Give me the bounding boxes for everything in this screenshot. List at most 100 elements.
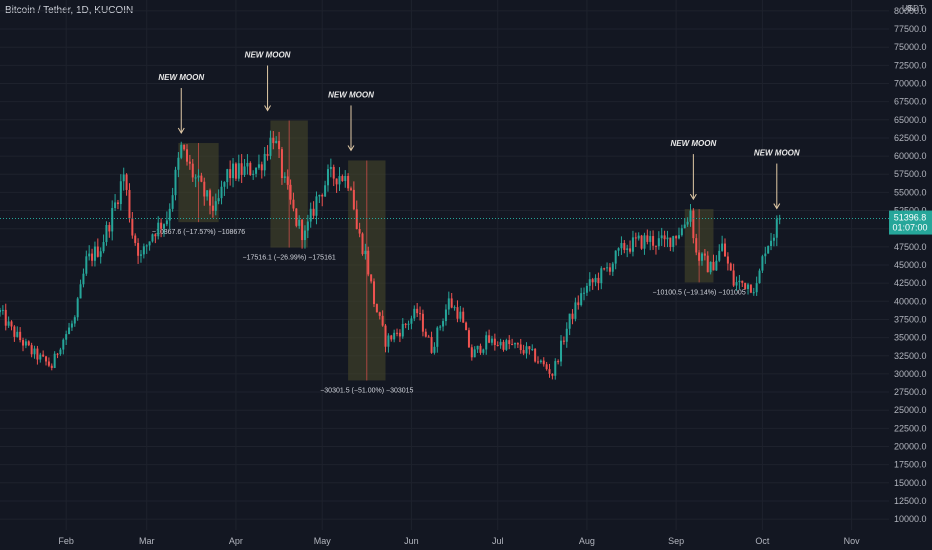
candle-body	[62, 339, 65, 350]
price-tick-label: 65000.0	[894, 115, 927, 125]
candle-body	[280, 149, 283, 178]
candle-body	[211, 205, 214, 211]
moon-arrow-head	[347, 145, 355, 152]
candle-body	[142, 246, 145, 255]
candle-body	[465, 322, 468, 331]
candle-body	[272, 137, 275, 144]
candle-body	[358, 228, 361, 234]
candle-body	[775, 219, 778, 238]
candle-body	[194, 177, 197, 179]
time-tick-label: Nov	[844, 536, 861, 546]
candle-body	[608, 267, 611, 272]
candle-body	[698, 252, 701, 261]
candle-body	[712, 261, 715, 271]
candle-body	[447, 298, 450, 310]
drawdown-label: −17516.1 (−26.99%) −175161	[243, 255, 336, 262]
candle-body	[381, 315, 384, 326]
moon-label: NEW MOON	[245, 51, 291, 60]
price-tick-label: 27500.0	[894, 387, 927, 397]
candle-body	[246, 162, 249, 167]
candle-body	[597, 277, 600, 284]
candle-body	[513, 343, 516, 345]
candle-body	[721, 243, 724, 251]
candle-body	[13, 326, 16, 337]
price-unit: USDT	[902, 4, 924, 13]
candle-body	[105, 225, 108, 243]
price-tick-label: 22500.0	[894, 423, 927, 433]
candle-body	[180, 144, 183, 158]
candle-body	[243, 166, 246, 175]
time-axis[interactable]: Feb Mar Apr May Jun Jul Aug Sep Oct Nov	[58, 536, 860, 546]
candle-body	[240, 163, 243, 175]
candle-body	[329, 166, 332, 170]
candle-body	[488, 335, 491, 343]
candle-body	[770, 240, 773, 246]
candle-body	[361, 233, 364, 255]
candle-body	[724, 243, 727, 257]
candle-body	[390, 335, 393, 340]
candle-body	[508, 340, 511, 345]
candle-body	[467, 330, 470, 348]
candle-body	[56, 353, 59, 355]
price-tick-label: 75000.0	[894, 42, 927, 52]
candle-body	[761, 256, 764, 271]
candle-body	[260, 164, 263, 171]
candle-body	[79, 284, 82, 299]
price-tick-label: 52500.0	[894, 206, 927, 216]
candle-body	[436, 327, 439, 347]
candle-body	[148, 241, 151, 246]
candle-body	[611, 263, 614, 272]
candle-body	[767, 245, 770, 254]
candle-body	[50, 365, 53, 368]
candle-body	[640, 235, 643, 249]
candle-body	[315, 196, 318, 216]
price-tick-label: 40000.0	[894, 296, 927, 306]
candle-body	[623, 243, 626, 250]
candle-body	[614, 250, 617, 264]
candle-body	[631, 237, 634, 252]
candle-body	[42, 354, 45, 357]
candle-body	[490, 338, 493, 343]
candle-body	[335, 178, 338, 185]
candle-body	[758, 270, 761, 284]
candle-body	[68, 327, 71, 335]
candle-body	[511, 344, 514, 346]
candle-body	[99, 251, 102, 257]
time-tick-label: Jun	[404, 536, 419, 546]
candle-body	[1, 309, 4, 311]
candle-body	[36, 348, 39, 360]
candle-body	[30, 345, 33, 355]
candle-body	[410, 318, 413, 324]
candle-body	[747, 284, 750, 289]
candle-body	[373, 281, 376, 305]
candle-body	[413, 308, 416, 319]
candle-body	[427, 336, 430, 338]
candle-body	[499, 341, 502, 346]
time-tick-label: Sep	[668, 536, 684, 546]
candle-body	[24, 341, 27, 346]
price-tick-label: 35000.0	[894, 333, 927, 343]
candle-body	[738, 280, 741, 283]
price-tick-label: 12500.0	[894, 496, 927, 506]
candle-body	[652, 236, 655, 246]
candle-body	[456, 307, 459, 319]
candle-body	[85, 256, 88, 274]
time-tick-label: May	[314, 536, 332, 546]
candle-body	[137, 242, 140, 256]
candle-body	[525, 346, 528, 354]
candle-body	[96, 246, 99, 257]
price-tick-label: 30000.0	[894, 369, 927, 379]
candle-body	[33, 348, 36, 355]
price-tick-label: 45000.0	[894, 260, 927, 270]
candle-body	[741, 280, 744, 283]
candle-body	[545, 364, 548, 370]
candle-body	[183, 144, 186, 150]
candle-body	[292, 199, 295, 209]
candle-body	[232, 163, 235, 179]
candle-body	[332, 166, 335, 179]
candle-body	[255, 167, 258, 174]
candle-body	[139, 254, 142, 256]
candle-body	[531, 348, 534, 350]
